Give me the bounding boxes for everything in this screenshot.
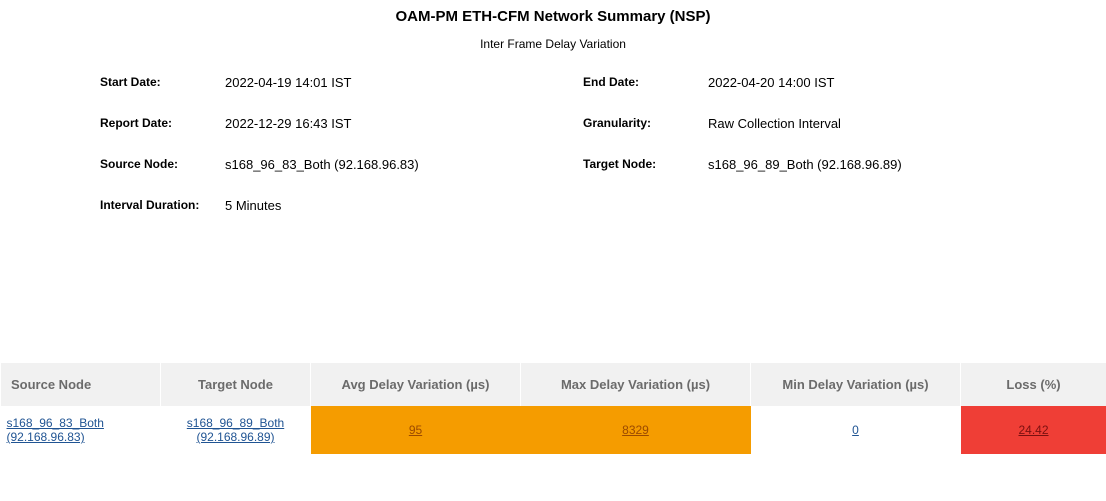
col-header-target[interactable]: Target Node — [161, 363, 311, 406]
avg-delay-link[interactable]: 95 — [409, 423, 422, 437]
cell-loss: 24.42 — [961, 406, 1106, 454]
meta-label: End Date: — [583, 75, 708, 90]
meta-interval-duration: Interval Duration: 5 Minutes — [100, 198, 523, 213]
summary-table-section: Source Node Target Node Avg Delay Variat… — [0, 363, 1106, 454]
meta-label: Report Date: — [100, 116, 225, 131]
meta-label: Start Date: — [100, 75, 225, 90]
table-header-row: Source Node Target Node Avg Delay Variat… — [1, 363, 1106, 406]
table-row: s168_96_83_Both (92.168.96.83) s168_96_8… — [1, 406, 1106, 454]
source-node-link[interactable]: s168_96_83_Both (92.168.96.83) — [7, 416, 104, 444]
meta-source-node: Source Node: s168_96_83_Both (92.168.96.… — [100, 157, 523, 172]
col-header-avg[interactable]: Avg Delay Variation (µs) — [311, 363, 521, 406]
meta-value: Raw Collection Interval — [708, 116, 841, 131]
meta-start-date: Start Date: 2022-04-19 14:01 IST — [100, 75, 523, 90]
cell-target-node: s168_96_89_Both (92.168.96.89) — [161, 406, 311, 454]
col-header-min[interactable]: Min Delay Variation (µs) — [751, 363, 961, 406]
page-subtitle: Inter Frame Delay Variation — [100, 37, 1006, 51]
page-title: OAM-PM ETH-CFM Network Summary (NSP) — [100, 8, 1006, 25]
meta-end-date: End Date: 2022-04-20 14:00 IST — [583, 75, 1006, 90]
max-delay-link[interactable]: 8329 — [622, 423, 649, 437]
meta-target-node: Target Node: s168_96_89_Both (92.168.96.… — [583, 157, 1006, 172]
meta-label: Interval Duration: — [100, 198, 225, 213]
meta-value: s168_96_83_Both (92.168.96.83) — [225, 157, 419, 172]
cell-source-node: s168_96_83_Both (92.168.96.83) — [1, 406, 161, 454]
target-node-link[interactable]: s168_96_89_Both (92.168.96.89) — [187, 416, 284, 444]
meta-report-date: Report Date: 2022-12-29 16:43 IST — [100, 116, 523, 131]
meta-value: s168_96_89_Both (92.168.96.89) — [708, 157, 902, 172]
meta-label: Target Node: — [583, 157, 708, 172]
cell-min-delay: 0 — [751, 406, 961, 454]
meta-granularity: Granularity: Raw Collection Interval — [583, 116, 1006, 131]
col-header-max[interactable]: Max Delay Variation (µs) — [521, 363, 751, 406]
meta-value: 2022-04-20 14:00 IST — [708, 75, 834, 90]
meta-value: 5 Minutes — [225, 198, 281, 213]
min-delay-link[interactable]: 0 — [852, 423, 859, 437]
meta-value: 2022-12-29 16:43 IST — [225, 116, 351, 131]
col-header-source[interactable]: Source Node — [1, 363, 161, 406]
cell-max-delay: 8329 — [521, 406, 751, 454]
loss-link[interactable]: 24.42 — [1018, 423, 1048, 437]
cell-avg-delay: 95 — [311, 406, 521, 454]
col-header-loss[interactable]: Loss (%) — [961, 363, 1106, 406]
summary-table: Source Node Target Node Avg Delay Variat… — [0, 363, 1106, 454]
meta-grid: Start Date: 2022-04-19 14:01 IST End Dat… — [100, 75, 1006, 213]
meta-label: Granularity: — [583, 116, 708, 131]
meta-label: Source Node: — [100, 157, 225, 172]
meta-value: 2022-04-19 14:01 IST — [225, 75, 351, 90]
